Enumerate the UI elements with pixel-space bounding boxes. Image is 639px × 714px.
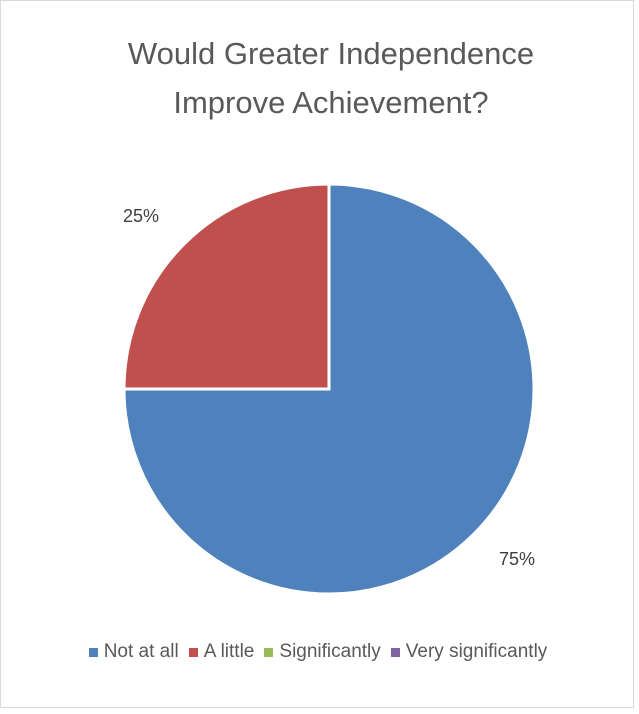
data-label-a-little: 25% [123,206,159,226]
legend-item-not-at-all: Not at all [88,641,179,663]
legend-item-a-little: A little [188,641,255,663]
legend-label-significantly: Significantly [279,641,381,662]
pie-slice-a-little [122,182,331,391]
legend-label-very-significantly: Very significantly [405,641,548,662]
pie-data-labels: 75% 25% [123,206,535,569]
legend-swatch-not-at-all [88,647,98,657]
chart-title-line-1: Would Greater Independence [128,36,534,71]
legend-swatch-very-significantly [390,647,400,657]
legend: Not at all A little Significantly Very s… [1,641,635,663]
legend-swatch-a-little [188,647,198,657]
legend-item-very-significantly: Very significantly [390,641,548,663]
legend-label-a-little: A little [203,641,255,662]
legend-item-significantly: Significantly [264,641,381,663]
pie-slices [122,182,536,596]
data-label-not-at-all: 75% [499,549,535,569]
legend-label-not-at-all: Not at all [103,641,179,662]
chart-title-line-2: Improve Achievement? [173,85,488,120]
legend-swatch-significantly [264,647,274,657]
